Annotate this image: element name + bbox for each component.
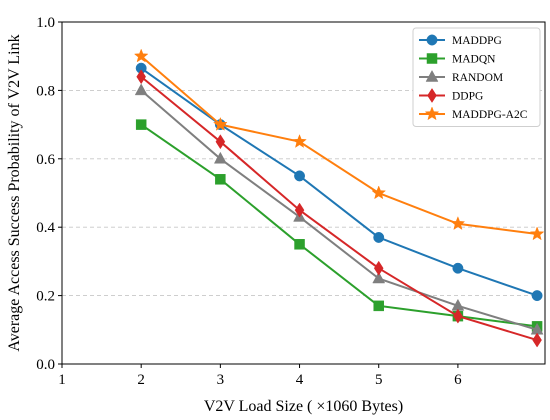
x-tick-label: 1 <box>58 372 66 388</box>
series-line <box>140 123 538 328</box>
data-point <box>133 48 149 63</box>
series-4 <box>136 69 542 348</box>
data-point <box>134 83 148 96</box>
legend-label: RANDOM <box>452 72 503 84</box>
data-point <box>373 232 385 243</box>
y-axis-label: Average Access Success Probability of V2… <box>6 34 23 351</box>
legend-box <box>412 27 541 127</box>
data-point <box>371 185 387 200</box>
legend-label: MADDPG <box>452 35 502 47</box>
y-tick-label: 1.0 <box>36 15 55 31</box>
legend: MADDPG MADQN RANDOM DDPG MADDPG-A2C <box>412 27 541 127</box>
x-tick-label: 3 <box>217 372 225 388</box>
y-tick-label: 0.6 <box>36 152 55 168</box>
data-point <box>292 134 307 148</box>
series-2 <box>135 119 543 332</box>
series-1 <box>135 62 543 302</box>
data-point <box>294 239 305 250</box>
legend-entry: RANDOM <box>419 69 503 84</box>
y-tick-label: 0.2 <box>36 289 55 305</box>
legend-entry: MADDPG-A2C <box>419 106 528 121</box>
data-point <box>294 170 305 182</box>
data-point <box>531 290 543 302</box>
data-point <box>532 332 542 348</box>
data-point <box>213 151 227 164</box>
series-line <box>140 55 538 236</box>
data-point <box>452 262 464 274</box>
data-point <box>529 226 545 241</box>
plot-frame <box>61 21 546 365</box>
y-tick-label: 0.8 <box>36 83 55 99</box>
series-line <box>140 89 538 331</box>
data-point <box>136 69 146 85</box>
x-tick-label: 6 <box>454 372 462 388</box>
y-tick-label: 0.4 <box>36 220 55 236</box>
data-point <box>453 308 463 324</box>
legend-marker <box>427 88 437 103</box>
data-point <box>373 300 384 312</box>
legend-entry: MADDPG <box>419 34 502 47</box>
legend-marker <box>426 53 438 64</box>
legend-entry: DDPG <box>419 88 483 103</box>
x-tick-label: 4 <box>296 372 304 388</box>
x-tick-label: 5 <box>375 372 383 388</box>
x-axis-label: V2V Load Size ( ×1060 Bytes) <box>204 398 403 415</box>
data-point <box>213 116 228 131</box>
series-line <box>140 67 538 297</box>
series-5 <box>133 48 545 241</box>
legend-marker <box>425 69 439 82</box>
data-point <box>372 271 386 284</box>
series-layer <box>133 48 545 348</box>
legend-label: MADQN <box>452 54 496 66</box>
data-point <box>294 202 305 218</box>
legend-label: DDPG <box>452 91 483 103</box>
series-3 <box>134 83 544 335</box>
data-point <box>373 260 384 276</box>
legend-marker <box>426 34 438 46</box>
axis-ticks: 0.0 0.2 0.4 0.6 0.8 1.0 1 2 3 4 5 6 <box>36 15 462 388</box>
data-point <box>215 174 226 185</box>
data-point <box>215 134 226 150</box>
x-tick-label: 2 <box>137 372 145 388</box>
data-point <box>450 216 466 231</box>
y-tick-label: 0.0 <box>36 357 55 373</box>
series-line <box>140 75 538 342</box>
legend-entry: MADQN <box>419 53 496 66</box>
legend-label: MADDPG-A2C <box>452 109 528 121</box>
legend-marker <box>424 106 440 121</box>
data-point <box>135 119 147 130</box>
